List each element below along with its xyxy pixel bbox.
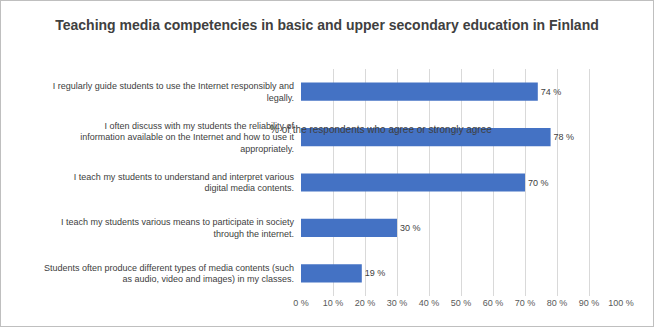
svg-text:I teach my students to underst: I teach my students to understand and in… [74,172,295,194]
svg-text:Students often produce differe: Students often produce different types o… [44,263,294,285]
svg-text:I teach my students various me: I teach my students various means to par… [61,217,295,239]
svg-text:0 %: 0 % [293,298,309,308]
svg-text:30 %: 30 % [400,223,421,233]
svg-text:30 %: 30 % [387,298,408,308]
svg-text:% of the respondents who agree: % of the respondents who agree or strong… [270,124,492,135]
svg-text:90 %: 90 % [579,298,600,308]
svg-text:70 %: 70 % [515,298,536,308]
svg-text:80 %: 80 % [547,298,568,308]
svg-text:70 %: 70 % [528,178,549,188]
svg-text:19 %: 19 % [365,268,386,278]
svg-text:I regularly guide students to: I regularly guide students to use the In… [53,81,294,103]
svg-text:10 %: 10 % [323,298,344,308]
svg-text:60 %: 60 % [483,298,504,308]
svg-text:40 %: 40 % [419,298,440,308]
svg-text:I often discuss with my studen: I often discuss with my students the rel… [80,121,294,154]
svg-text:78 %: 78 % [554,132,575,142]
svg-text:20 %: 20 % [355,298,376,308]
svg-text:50 %: 50 % [451,298,472,308]
svg-text:100 %: 100 % [608,298,634,308]
svg-text:74 %: 74 % [541,87,562,97]
svg-text:Teaching media competencies in: Teaching media competencies in basic and… [55,17,599,33]
